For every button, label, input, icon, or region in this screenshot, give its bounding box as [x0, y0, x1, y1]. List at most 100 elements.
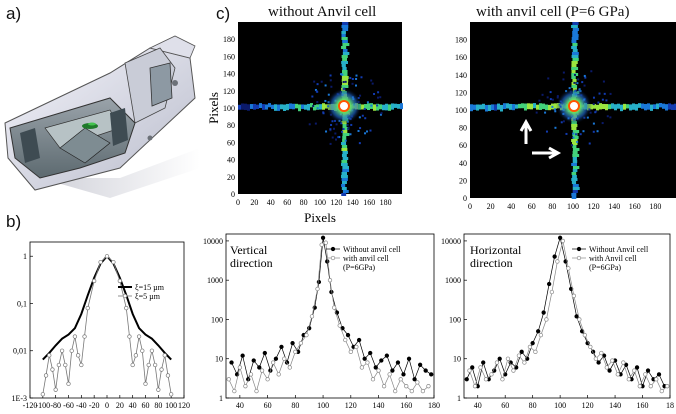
data-point	[497, 356, 502, 361]
heatmap-streak-h	[521, 103, 524, 109]
heatmap-streak-v	[572, 31, 578, 34]
heatmap-streak-v	[342, 127, 350, 130]
data-point	[279, 344, 284, 350]
data-point	[621, 360, 626, 365]
data-point	[259, 368, 265, 373]
heatmap-speckle	[358, 116, 361, 119]
xtick-label: 120	[178, 401, 190, 410]
heatmap-xtick-label: 40	[267, 198, 275, 207]
heatmap-streak-h	[542, 103, 545, 110]
data-point	[516, 353, 522, 358]
heatmap-streak-v	[572, 34, 579, 37]
xtick-label: 60	[264, 401, 272, 410]
xtick-label: 140	[609, 401, 621, 410]
data-point	[420, 388, 426, 394]
heatmap-streak-h	[533, 103, 536, 109]
heatmap-streak-v	[341, 46, 347, 49]
heatmap-streak-h	[665, 104, 668, 111]
heatmap-speckle	[355, 74, 358, 77]
heatmap-streak-h	[518, 103, 521, 109]
heatmap-streak-h	[512, 104, 515, 111]
data-point	[519, 349, 524, 354]
data-point	[522, 360, 527, 365]
heatmap-speckle	[576, 82, 579, 85]
arrow-up-icon	[519, 118, 533, 144]
data-point	[505, 356, 511, 361]
heatmap-xtick-label: 140	[608, 202, 620, 211]
data-point	[325, 259, 330, 264]
heatmap-speckle	[605, 99, 608, 102]
data-point	[467, 368, 472, 373]
heatmap-streak-v	[341, 85, 349, 88]
heatmap-speckle	[360, 76, 363, 79]
heatmap-streak-h	[292, 103, 295, 110]
heatmap-speckle	[584, 76, 587, 79]
heatmap-streak-h	[316, 104, 319, 110]
heatmap-streak-h	[662, 103, 665, 109]
data-point	[546, 281, 552, 287]
heatmap-speckle	[350, 123, 353, 126]
heatmap-streak-h	[259, 103, 262, 109]
data-point	[162, 353, 167, 358]
heatmap-streak-h	[301, 104, 304, 109]
heatmap-streak-v	[341, 34, 346, 37]
heatmap-speckle	[583, 74, 586, 77]
heatmap-streak-h	[473, 104, 476, 110]
xtick-label: -20	[89, 401, 100, 410]
heatmap-streak-v	[342, 67, 347, 70]
legend-marker	[122, 293, 128, 299]
data-point	[232, 388, 237, 394]
heatmap-streak-v	[341, 31, 346, 34]
heatmap-speckle	[355, 84, 358, 87]
plot-title: direction	[470, 256, 513, 270]
heatmap-streak-h	[638, 103, 641, 108]
heatmap-speckle	[329, 74, 332, 77]
data-point	[47, 353, 52, 358]
data-point	[348, 349, 353, 354]
heatmap-streak-h	[548, 104, 551, 111]
heatmap-speckle	[341, 130, 344, 133]
heatmap-speckle	[551, 98, 554, 101]
data-point	[365, 360, 370, 365]
heatmap-speckle	[376, 104, 379, 107]
xtick-label: 60	[142, 401, 150, 410]
heatmap-speckle	[349, 133, 352, 136]
heatmap-speckle	[577, 78, 580, 81]
data-point	[643, 372, 648, 377]
heatmap-streak-h	[479, 104, 482, 110]
heatmap-streak-v	[572, 184, 579, 187]
heatmap-xtick-label: 160	[629, 202, 641, 211]
data-point	[304, 332, 309, 338]
heatmap-speckle	[576, 140, 579, 143]
heatmap-streak-v	[571, 181, 577, 184]
heatmap-streak-h	[674, 103, 676, 111]
data-point	[251, 358, 256, 363]
data-point	[359, 365, 365, 370]
data-point	[645, 368, 651, 373]
heatmap-speckle	[545, 130, 548, 133]
heatmap-speckle	[308, 123, 311, 126]
data-point	[56, 362, 62, 368]
data-point	[395, 360, 401, 365]
heatmap-speckle	[592, 96, 595, 99]
data-point	[332, 305, 337, 310]
data-point	[470, 365, 475, 370]
heatmap-speckle	[315, 90, 318, 93]
heatmap-streak-h	[491, 104, 494, 111]
panel-label-b: b)	[6, 212, 22, 231]
data-point	[481, 360, 486, 365]
ytick-label: 10000	[441, 237, 461, 246]
heatmap-streak-h	[545, 104, 548, 111]
heatmap-speckle	[601, 122, 604, 125]
heatmap-streak-v	[571, 67, 579, 70]
heatmap-streak-h	[641, 103, 644, 109]
data-point	[511, 368, 516, 373]
heatmap-streak-v	[571, 85, 578, 88]
data-point	[72, 334, 78, 339]
xtick-label: 160	[400, 401, 412, 410]
heatmap-streak-v	[341, 184, 346, 187]
legend-entry: Without Anvil cell	[589, 245, 649, 254]
heatmap-streak-v	[342, 28, 349, 31]
heatmap-streak-h	[596, 104, 599, 111]
